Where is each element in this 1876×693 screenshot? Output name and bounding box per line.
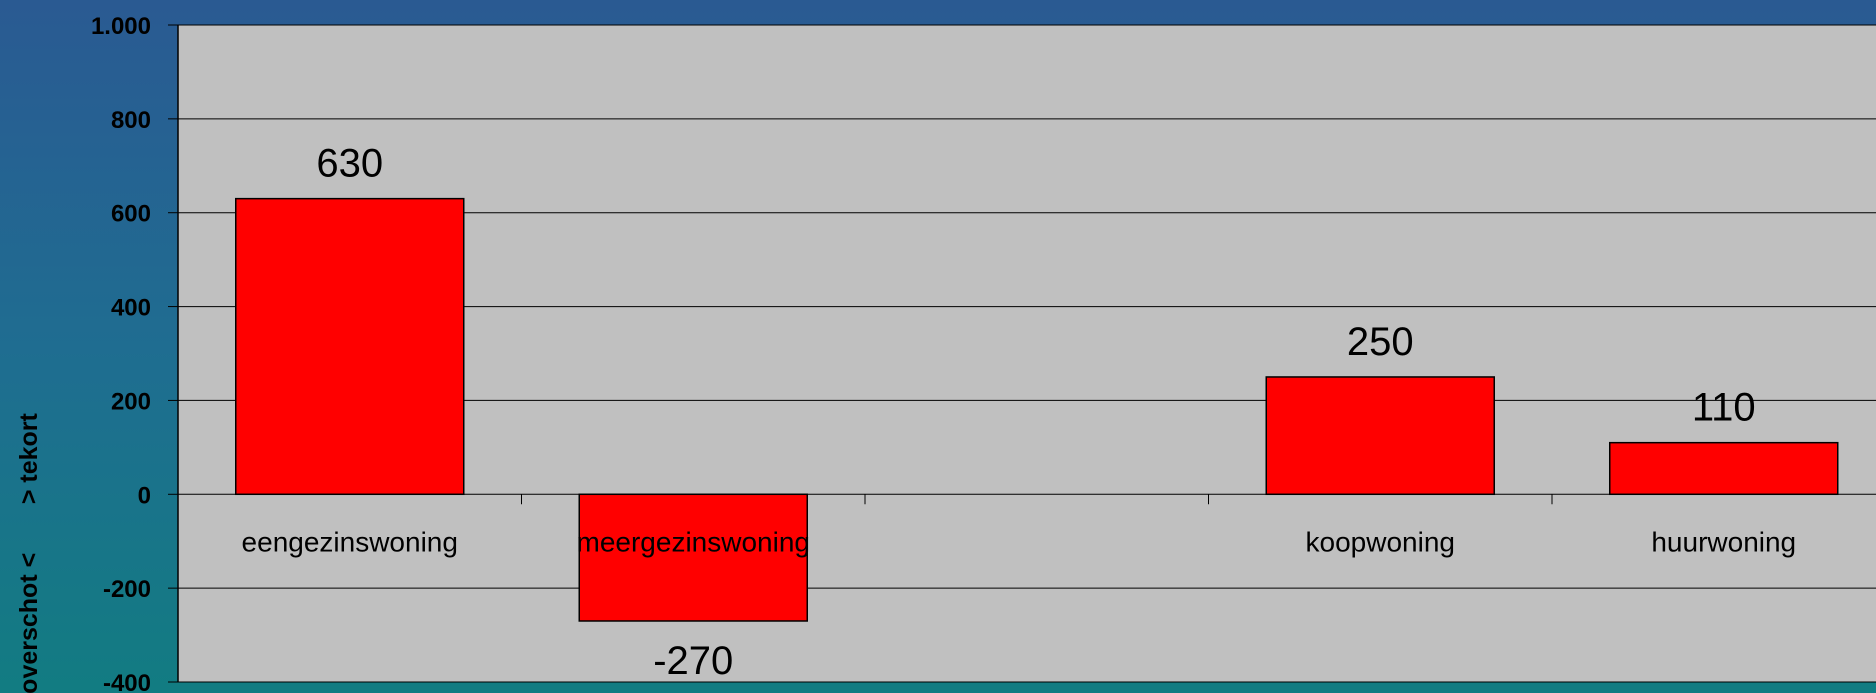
bar — [235, 197, 465, 496]
category-label: meergezinswoning — [577, 526, 810, 557]
category-label: koopwoning — [1306, 526, 1455, 557]
data-label: 250 — [1347, 320, 1414, 364]
y-axis-title: overschot < > tekort — [15, 413, 43, 693]
y-tick-label: 600 — [111, 201, 151, 228]
y-tick-label: 400 — [111, 295, 151, 322]
bar — [578, 493, 808, 622]
category-label: eengezinswoning — [242, 526, 458, 557]
data-label: 110 — [1692, 386, 1756, 430]
y-tick-label: 200 — [111, 388, 151, 415]
bars — [235, 197, 1839, 622]
x-axis-ticks — [521, 494, 1553, 505]
y-tick-label: 1.000 — [91, 13, 151, 40]
data-label: -270 — [653, 639, 733, 683]
y-tick-label: -200 — [103, 576, 151, 603]
y-tick-label: -400 — [103, 670, 151, 693]
category-labels: eengezinswoning meergezinswoning koopwonin… — [242, 526, 1797, 557]
bar — [1609, 441, 1839, 496]
data-labels: 630 -270 250 110 — [316, 142, 1755, 683]
category-label: huurwoning — [1651, 526, 1796, 557]
data-label: 630 — [316, 142, 383, 186]
y-tick-label: 800 — [111, 107, 151, 134]
y-tick-label: 0 — [138, 482, 151, 509]
bar — [1265, 376, 1495, 496]
y-axis-ticks: 1.000 800 600 400 200 0 -200 -400 — [91, 13, 151, 693]
